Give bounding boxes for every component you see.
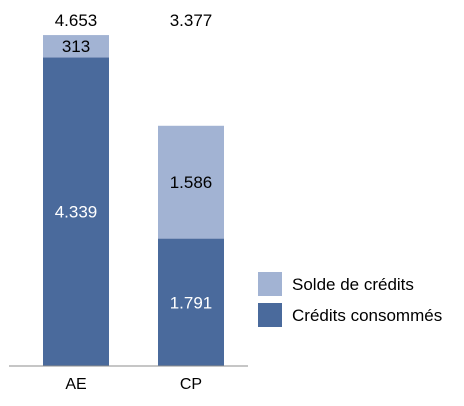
legend-swatch-consumed — [258, 303, 282, 327]
data-label-cp-consumed: 1.791 — [170, 293, 213, 312]
bar-cp-consumed — [158, 238, 224, 366]
data-label-ae-balance: 313 — [62, 37, 90, 56]
total-label-ae: 4.653 — [55, 11, 98, 30]
x-ticks-layer: AE CP — [65, 376, 202, 393]
bar-ae-balance — [43, 35, 109, 58]
legend: Solde de crédits Crédits consommés — [258, 272, 442, 327]
x-tick-ae: AE — [65, 376, 86, 393]
bar-ae-consumed — [43, 57, 109, 367]
data-label-ae-consumed: 4.339 — [55, 203, 98, 222]
legend-label-consumed: Crédits consommés — [292, 306, 442, 325]
x-tick-cp: CP — [180, 376, 202, 393]
legend-label-balance: Solde de crédits — [292, 275, 414, 294]
labels-layer: 4.339 313 4.653 1.791 1.586 3.377 — [55, 11, 213, 312]
total-label-cp: 3.377 — [170, 11, 213, 30]
legend-swatch-balance — [258, 272, 282, 296]
bar-cp-balance — [158, 125, 224, 239]
bars-layer — [43, 35, 224, 367]
data-label-cp-balance: 1.586 — [170, 173, 213, 192]
